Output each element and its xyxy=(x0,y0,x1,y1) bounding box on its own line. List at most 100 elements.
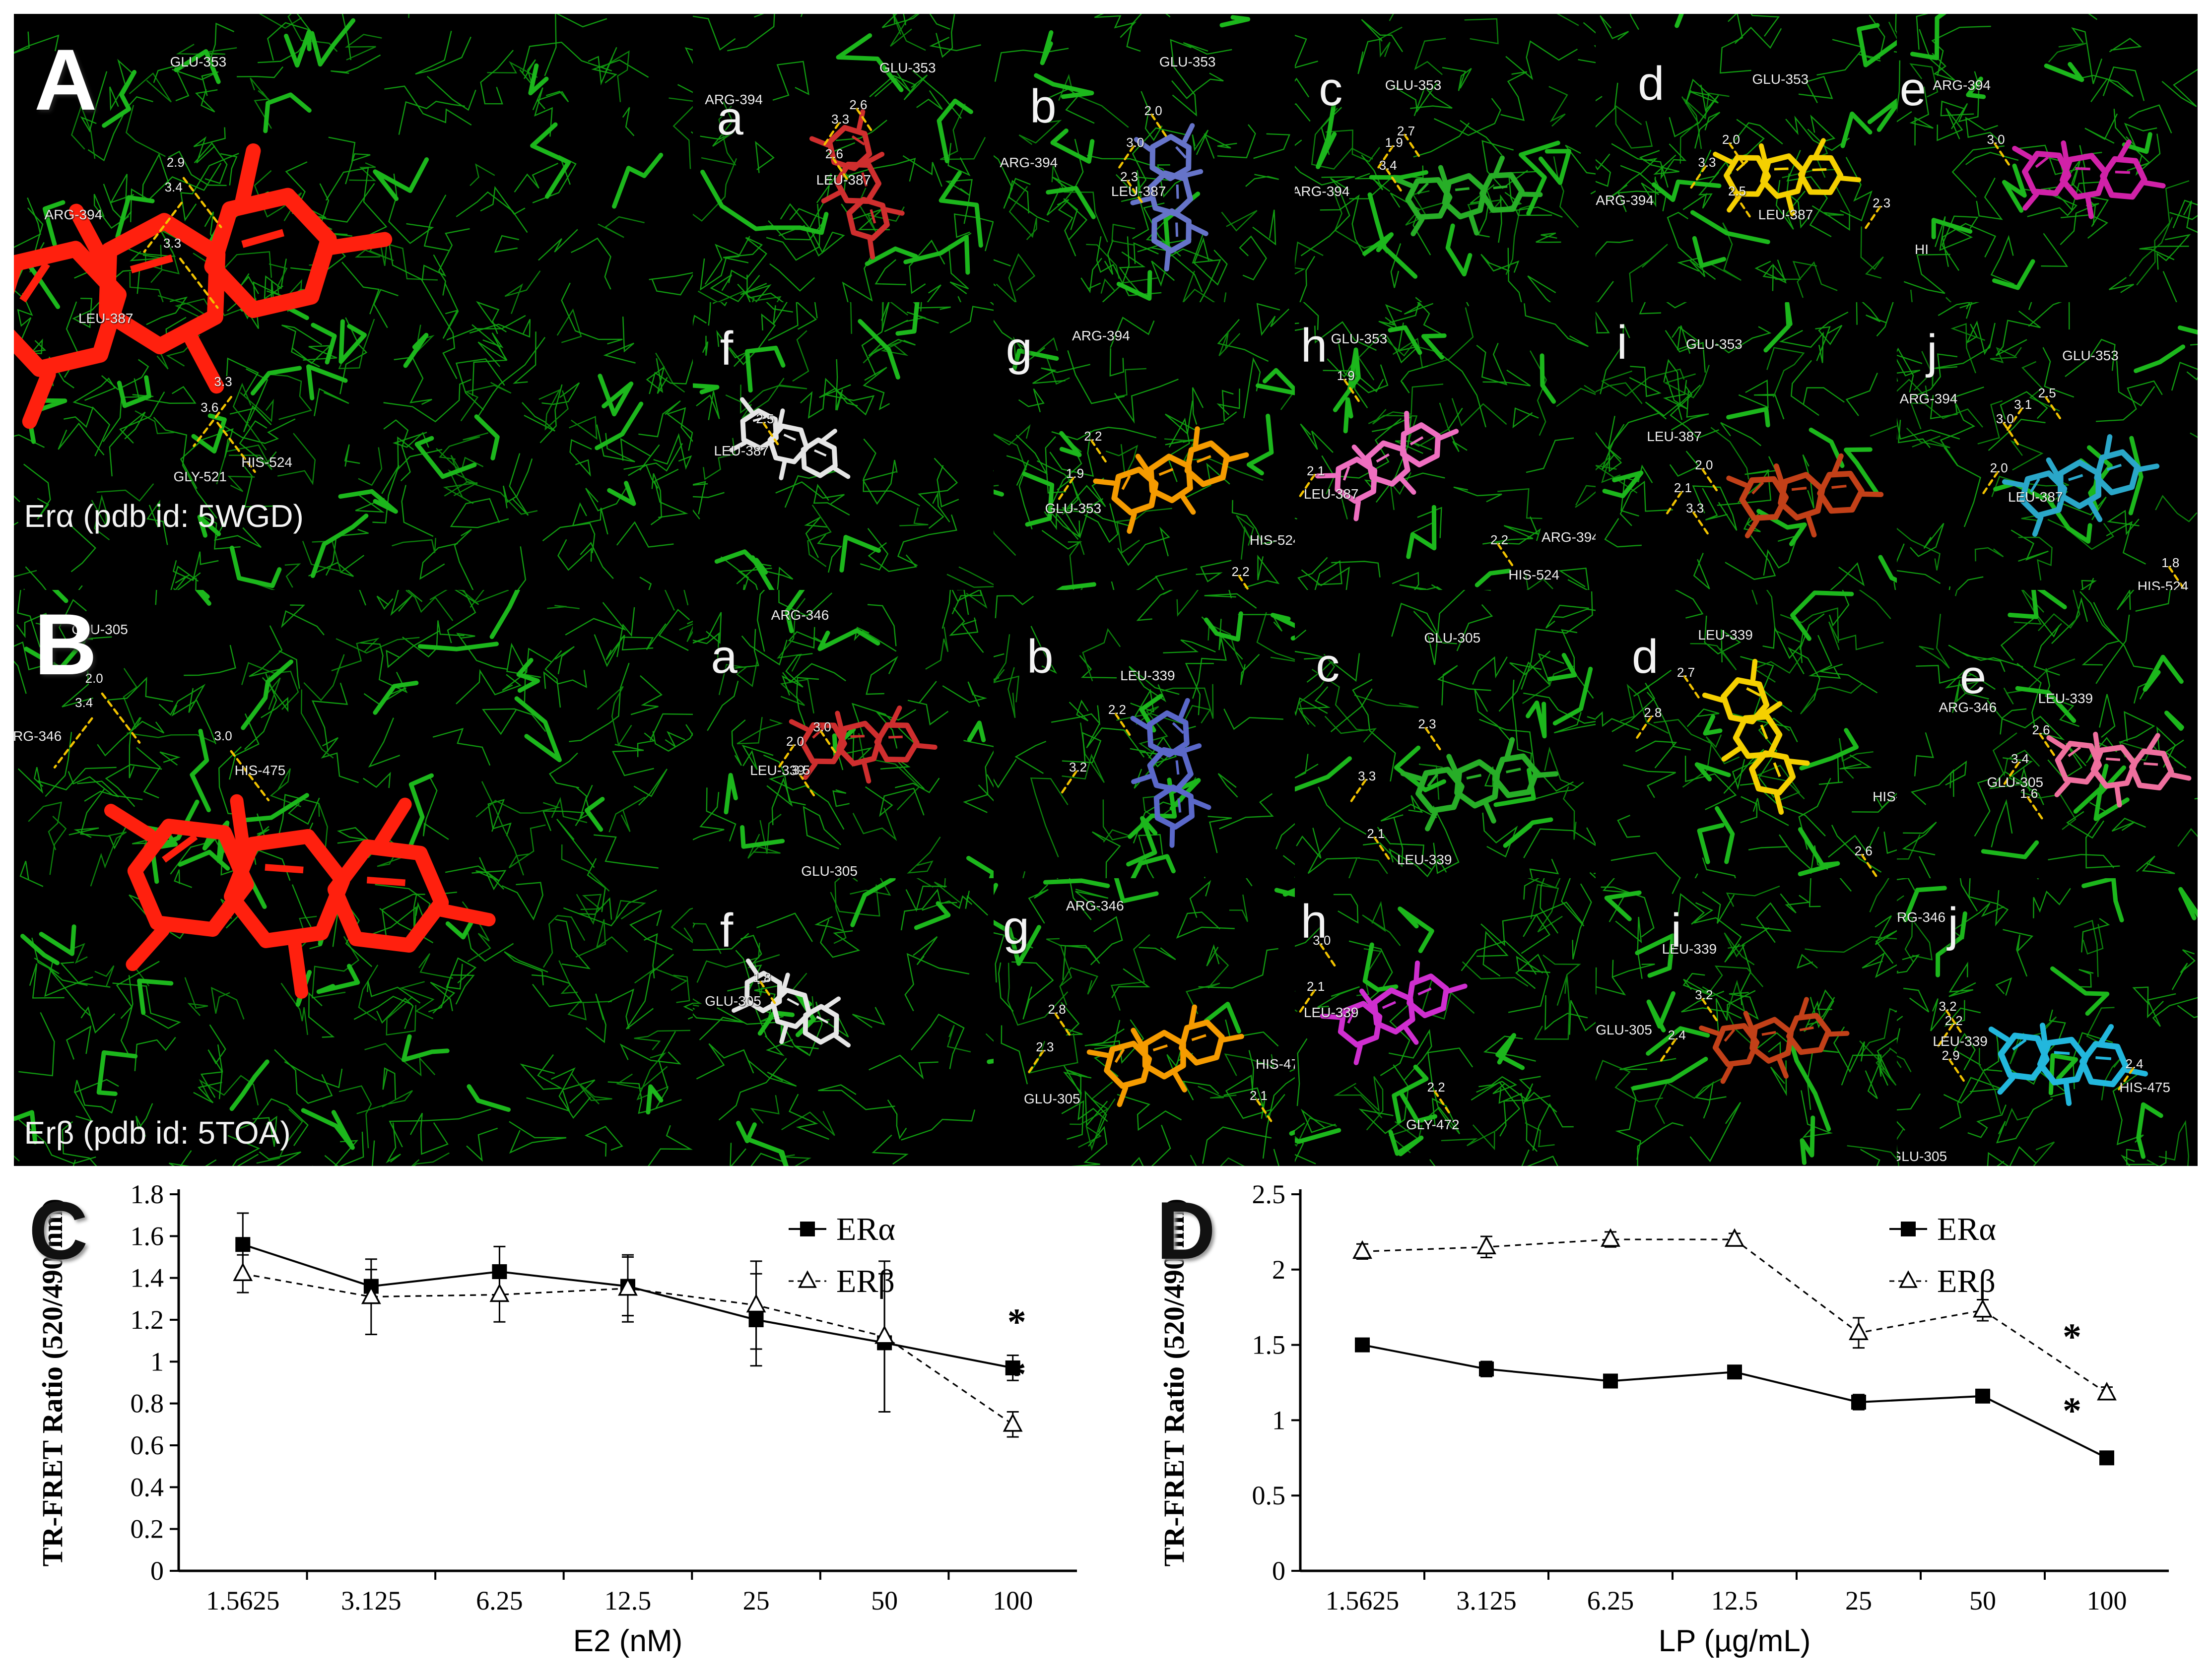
y-tick-label: 0.6 xyxy=(131,1430,164,1460)
distance-label: 2.1 xyxy=(1367,826,1385,841)
distance-label: 2.2 xyxy=(1108,702,1126,717)
panel-letter: B xyxy=(34,596,97,694)
residue-label: ARG-394 xyxy=(1000,155,1058,171)
panel-letter: c xyxy=(1319,63,1343,116)
significance-asterisk: * xyxy=(2063,1390,2081,1431)
legend-label: ERα xyxy=(1937,1211,1996,1247)
y-tick-label: 1.8 xyxy=(131,1179,164,1209)
distance-label: 2.6 xyxy=(825,146,843,162)
residue-label: GLU-305 xyxy=(1596,1022,1652,1037)
distance-label: 3.4 xyxy=(164,180,183,195)
residue-label: GLU-305 xyxy=(1024,1091,1080,1107)
distance-label: 1.6 xyxy=(2020,785,2038,801)
residue-label: GLU-353 xyxy=(1331,330,1388,346)
legend-label: ERβ xyxy=(836,1263,895,1299)
panel-letter: c xyxy=(1316,639,1340,692)
residue-label: GLU-305 xyxy=(71,621,128,637)
panel-letter: a xyxy=(711,630,737,684)
molecular-render xyxy=(1294,14,1596,302)
docking-subpanel: ARG-346 2.8 2.3 GLU-305 HIS-475 2.1 g xyxy=(994,878,1295,1166)
residue-label: ARG-394 xyxy=(1933,77,1991,93)
panel-title: Erβ (pdb id: 5TOA) xyxy=(24,1114,291,1151)
docking-subpanel: ARG-394 2.2 1.9 GLU-353 HIS-524 2.2 g xyxy=(994,302,1295,590)
residue-label: HIS-475 xyxy=(234,763,286,778)
docking-subpanel: GLU-353 LEU-387 2.0 2.1 3.3 i xyxy=(1596,302,1897,590)
residue-label: GLU-305 xyxy=(801,863,858,878)
distance-label: 2.0 xyxy=(1695,457,1713,472)
y-tick-label: 1.2 xyxy=(131,1305,164,1335)
distance-label: 2.7 xyxy=(1397,123,1415,138)
x-tick-label: 25 xyxy=(743,1586,770,1615)
residue-label: HIS-475 xyxy=(1255,1056,1295,1072)
docking-subpanel: 1.8 GLU-305 f xyxy=(693,878,994,1166)
x-tick-label: 50 xyxy=(871,1586,898,1615)
distance-label: 2.5 xyxy=(756,411,774,427)
distance-label: 1.9 xyxy=(1337,368,1355,383)
distance-label: 3.4 xyxy=(1379,158,1397,173)
distance-label: 2.3 xyxy=(1418,716,1436,732)
residue-label: LEU-339 xyxy=(2038,691,2093,707)
y-tick-label: 1.4 xyxy=(131,1263,164,1293)
residue-label: ARG-346 xyxy=(1066,898,1124,914)
residue-label: HIS-524 xyxy=(1249,532,1295,548)
residue-label: GLU-353 xyxy=(1752,71,1809,87)
residue-label: HIS-475 xyxy=(2119,1079,2171,1095)
panel-letter: h xyxy=(1300,895,1328,949)
residue-label: LEU-387 xyxy=(714,443,769,458)
distance-label: 2.0 xyxy=(1144,103,1162,118)
distance-label: 2.1 xyxy=(1307,463,1325,478)
distance-label: 3.0 xyxy=(1987,132,2005,147)
y-tick-label: 2 xyxy=(1272,1255,1285,1285)
x-tick-label: 1.5625 xyxy=(206,1586,280,1615)
residue-label: GLU-353 xyxy=(1686,336,1742,352)
panel-letter: g xyxy=(1005,322,1033,375)
molecular-render xyxy=(1596,590,1897,878)
residue-label: ARG-394 xyxy=(1072,327,1130,343)
y-tick-label: 1 xyxy=(1272,1405,1285,1435)
distance-label: 2.4 xyxy=(1668,1028,1686,1043)
residue-label: GLU-353 xyxy=(170,54,227,70)
distance-label: 3.3 xyxy=(1698,155,1716,170)
residue-label: GLU-305 xyxy=(1424,630,1481,646)
docking-subpanel: GLU-353 1.9 2.1 LEU-387 2.2 HIS-524 ARG-394 h xyxy=(1294,302,1596,590)
distance-label: 2.1 xyxy=(1249,1088,1268,1103)
residue-label: LEU-339 xyxy=(1698,627,1753,643)
docking-subpanel: LEU-339 2.2 3.2 b xyxy=(994,590,1295,878)
distance-label: 2.0 xyxy=(786,734,804,749)
molecular-render xyxy=(693,878,994,1166)
docking-subpanel: GLU-353 2.7 1.9 3.4 ARG-394 c xyxy=(1294,14,1596,302)
distance-label: 3.3 xyxy=(163,235,182,251)
panel-letter: b xyxy=(1030,80,1057,133)
tr-fret-chart-e2: 0 0.2 0.4 0.6 0.8 1 1.2 1.4 1.6 1.8 1.5625 3.125 6.2… xyxy=(15,1172,1112,1675)
residue-label: ARG-394 xyxy=(1899,391,1958,407)
distance-label: 3.2 xyxy=(1939,999,1957,1014)
chart-canvas: 0 0.2 0.4 0.6 0.8 1 1.2 1.4 1.6 1.8 1.5625 3.125 6.2… xyxy=(36,1179,1077,1658)
docking-subpanel: LEU-339 3.2 GLU-305 2.4 i xyxy=(1596,878,1897,1166)
distance-label: 3.1 xyxy=(2014,397,2032,412)
panel-letter: d xyxy=(1638,57,1665,110)
residue-label: LEU-339 xyxy=(1662,941,1717,957)
panel-letter: a xyxy=(717,91,743,145)
docking-subpanel: GLU-353 2.0 3.3 ARG-394 2.5 LEU-387 2.3 d xyxy=(1596,14,1897,302)
distance-label: 3.4 xyxy=(2011,751,2029,767)
residue-label: GLU-305 xyxy=(1897,1149,1947,1164)
molecular-render xyxy=(994,14,1291,302)
residue-label: HIS-524 xyxy=(2137,578,2189,590)
molecular-render xyxy=(994,303,1295,590)
residue-label: GLY-521 xyxy=(173,469,227,485)
x-tick-label: 100 xyxy=(993,1586,1033,1615)
y-tick-label: 1.5 xyxy=(1252,1330,1286,1360)
molecular-render xyxy=(693,302,994,590)
panel-letter: g xyxy=(1003,901,1029,954)
distance-label: 2.2 xyxy=(1231,564,1250,579)
x-tick-label: 100 xyxy=(2087,1586,2127,1615)
distance-label: 3.3 xyxy=(1358,768,1376,783)
residue-label: GLU-305 xyxy=(705,993,761,1009)
molecular-render xyxy=(1294,878,1596,1166)
molecular-render xyxy=(994,878,1295,1166)
residue-label: LEU-387 xyxy=(816,172,871,188)
distance-label: 3.3 xyxy=(214,374,232,389)
distance-label: 3.0 xyxy=(1126,134,1144,150)
distance-label: 1.8 xyxy=(753,970,771,985)
chart-canvas: 0 0.5 1 1.5 2 2.5 1.5625 3.125 6.25 12.5 25 50 100 LP… xyxy=(1158,1179,2169,1658)
